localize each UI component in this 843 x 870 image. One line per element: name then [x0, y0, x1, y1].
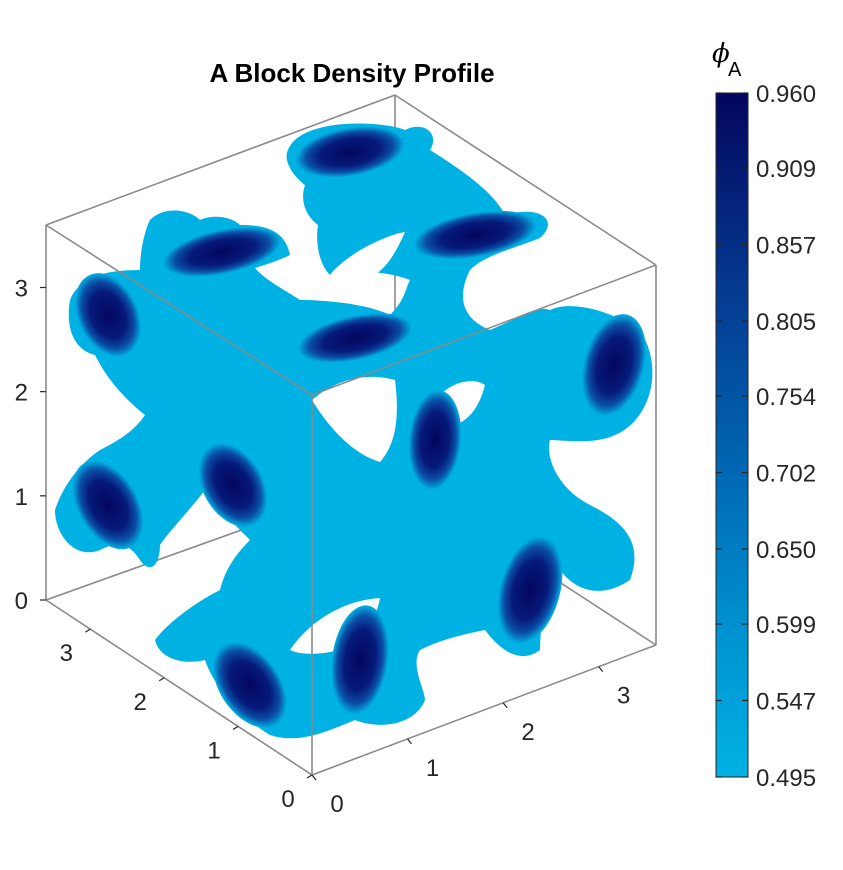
core-3	[413, 210, 537, 260]
z-tick-label: 1	[15, 484, 28, 511]
colorbar-label-subscript: A	[728, 59, 742, 81]
colorbar-tick-label: 0.702	[756, 461, 816, 488]
colorbar-tick-label: 0.495	[756, 765, 816, 792]
core-9	[72, 460, 144, 550]
z-axis: 0 1 2 3	[15, 276, 46, 615]
core-11	[331, 605, 389, 715]
dense-cores	[72, 126, 646, 728]
y-tick-mark	[85, 628, 91, 633]
y-tick-mark	[306, 774, 313, 779]
x-tick-mark	[311, 774, 317, 781]
x-tick-label: 2	[521, 719, 534, 746]
y-tick-label: 2	[134, 689, 147, 716]
colorbar-ticks: 0.960 0.909 0.857 0.805 0.754 0.702 0.650 0.599…	[716, 81, 816, 792]
chart-title: A Block Density Profile	[209, 58, 494, 88]
x-axis: 0 1 2 3	[311, 666, 630, 818]
core-8	[198, 443, 268, 527]
colorbar-tick-label: 0.650	[756, 537, 816, 564]
z-tick-label: 2	[15, 380, 28, 407]
x-tick-mark	[598, 666, 604, 673]
core-1	[295, 126, 405, 178]
y-tick-mark	[158, 677, 165, 682]
y-tick-label: 1	[207, 737, 220, 764]
y-axis: 0 1 2 3	[60, 628, 313, 813]
x-tick-mark	[407, 738, 413, 745]
colorbar-tick-label: 0.960	[756, 81, 816, 108]
core-7	[408, 390, 462, 490]
z-tick-label: 0	[15, 588, 28, 615]
y-tick-label: 3	[60, 640, 73, 667]
x-tick-label: 1	[426, 755, 439, 782]
core-10	[497, 536, 563, 644]
y-tick-label: 0	[281, 786, 294, 813]
core-4	[75, 273, 141, 357]
y-tick-mark	[232, 725, 239, 730]
colorbar-tick-label: 0.909	[756, 156, 816, 183]
colorbar-label: ϕ	[712, 39, 730, 69]
colorbar-tick-label: 0.857	[756, 233, 816, 260]
core-6	[582, 314, 646, 416]
z-tick-label: 3	[15, 276, 28, 303]
core-12	[213, 642, 287, 728]
x-tick-mark	[502, 702, 508, 709]
colorbar-tick-label: 0.599	[756, 612, 816, 639]
colorbar-tick-label: 0.547	[756, 689, 816, 716]
x-tick-label: 3	[617, 683, 630, 710]
core-2	[163, 227, 281, 277]
core-5	[298, 313, 412, 363]
x-tick-label: 0	[330, 791, 343, 818]
colorbar-tick-label: 0.805	[756, 309, 816, 336]
colorbar-tick-label: 0.754	[756, 384, 816, 411]
colorbar: 0.960 0.909 0.857 0.805 0.754 0.702 0.650 0.599…	[712, 39, 816, 792]
colorbar-gradient	[716, 93, 748, 777]
